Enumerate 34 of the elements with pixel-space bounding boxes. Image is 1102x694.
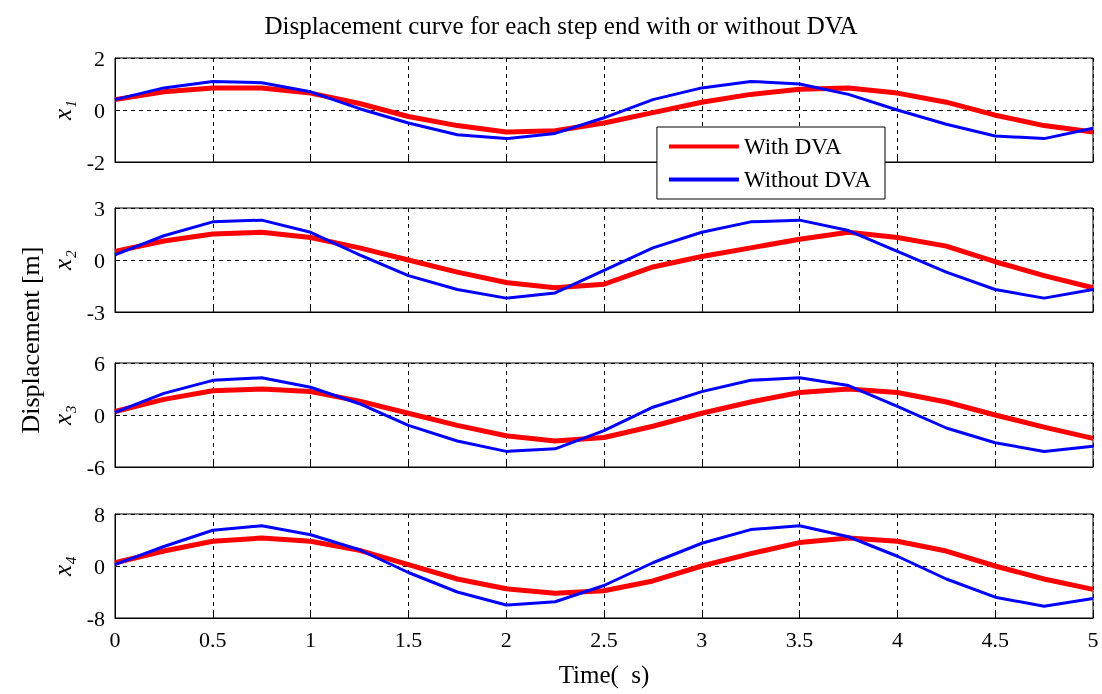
- x-tick-label: 0.5: [199, 626, 227, 652]
- y-tick-label: -8: [86, 605, 105, 631]
- y-tick-label: -3: [86, 299, 105, 325]
- y-axis-title: x₃: [49, 405, 76, 426]
- x-tick-label: 4: [891, 626, 903, 652]
- y-tick-label: 2: [94, 45, 105, 71]
- y-tick-label: 3: [94, 195, 105, 221]
- y-axis-title: x₁: [49, 100, 76, 121]
- y-tick-label: 0: [94, 97, 105, 123]
- legend-label: Without DVA: [743, 167, 872, 192]
- x-axis-title: Time( s): [558, 661, 650, 689]
- line-series: [113, 524, 1095, 608]
- x-tick-label: 2: [500, 626, 512, 652]
- x-tick-label: 5: [1087, 626, 1099, 652]
- y-tick-label: 0: [94, 402, 105, 428]
- y-tick-label: -6: [86, 454, 105, 480]
- x-tick-label: 4.5: [981, 626, 1009, 652]
- y-axis-title: x₄: [49, 556, 76, 577]
- line-series: [113, 376, 1095, 453]
- x-tick-label: 1: [305, 626, 317, 652]
- y-tick-label: -2: [86, 149, 105, 175]
- x-tick-label: 1.5: [394, 626, 423, 652]
- text: Displacement [m]: [15, 246, 45, 434]
- y-tick-label: 0: [94, 553, 105, 579]
- chart-title: Displacement curve for each step end with or without DVA: [264, 12, 858, 39]
- y-tick-label: 6: [94, 350, 105, 376]
- line-series: [113, 218, 1095, 300]
- x-tick-label: 3: [696, 626, 708, 652]
- y-tick-label: 0: [94, 247, 105, 273]
- legend-label: With DVA: [743, 134, 842, 159]
- x-tick-label: 3.5: [785, 626, 814, 652]
- y-axis-title: x₂: [49, 249, 76, 271]
- y-tick-label: 8: [94, 501, 105, 527]
- x-tick-label: 2.5: [590, 626, 618, 652]
